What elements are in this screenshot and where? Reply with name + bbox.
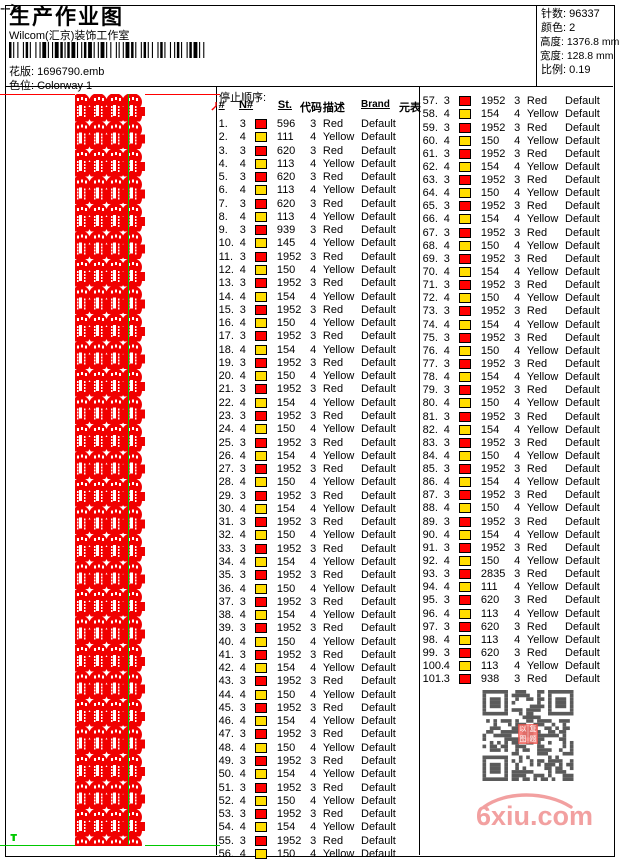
- svg-text:复: 复: [530, 724, 537, 733]
- svg-text:以: 以: [520, 725, 527, 733]
- svg-text:图: 图: [520, 735, 527, 743]
- svg-text:题: 题: [530, 735, 537, 743]
- svg-text:6xiu.com: 6xiu.com: [476, 801, 593, 829]
